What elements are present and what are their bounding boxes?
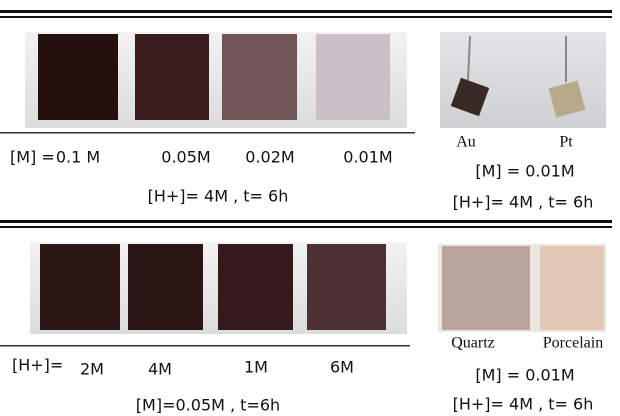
sample-label: 0.05M bbox=[161, 148, 210, 167]
substrate-label: Au bbox=[456, 134, 476, 151]
sample-label: 0.01M bbox=[343, 148, 392, 167]
sample-label: 4M bbox=[148, 360, 172, 379]
sample-label: 6M bbox=[330, 358, 354, 377]
substrate-label: Quartz bbox=[451, 335, 495, 352]
substrate-label: Pt bbox=[559, 134, 573, 151]
sample-label: 1M bbox=[244, 358, 268, 377]
substrate-label: Porcelain bbox=[543, 335, 603, 352]
sample-label: 0.02M bbox=[245, 148, 294, 167]
substrate-photo bbox=[438, 244, 606, 332]
conditions-label: [H+]= 4M , t= 6h bbox=[453, 395, 594, 414]
prefix-label: [H+]= bbox=[12, 356, 63, 375]
sample-label: 0.1 M bbox=[56, 148, 100, 167]
conditions-label: [H+]= 4M , t= 6h bbox=[148, 187, 289, 206]
bottom-photo bbox=[30, 242, 407, 334]
sample-label: 2M bbox=[80, 360, 104, 379]
conditions-label: [M]=0.05M , t=6h bbox=[136, 396, 280, 415]
conditions-label: [H+]= 4M , t= 6h bbox=[453, 193, 594, 212]
top-photo bbox=[25, 32, 407, 128]
figure: [M] = 0.1 M 0.05M 0.02M 0.01M [H+]= 4M ,… bbox=[0, 0, 620, 416]
electrode-photo bbox=[440, 32, 606, 128]
concentration-label: [M] = 0.01M bbox=[475, 162, 574, 181]
prefix-label: [M] = bbox=[10, 148, 55, 167]
concentration-label: [M] = 0.01M bbox=[475, 366, 574, 385]
